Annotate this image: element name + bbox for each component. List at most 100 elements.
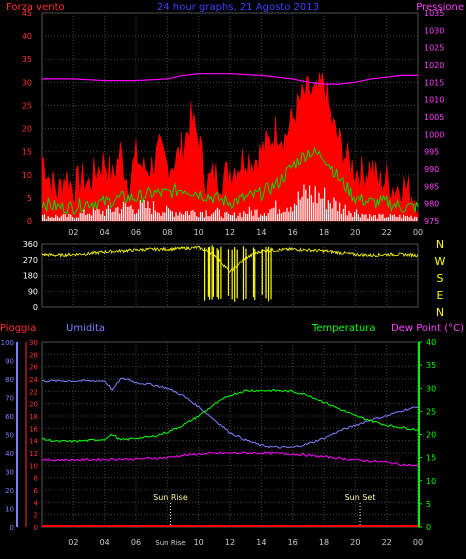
wind-bar-mark [179, 211, 181, 221]
wind-bar-mark [301, 196, 303, 221]
wind-bar-mark [339, 202, 341, 221]
wind-bar-mark [414, 216, 416, 221]
wind-bar-mark [222, 218, 224, 221]
wind-bar-mark [260, 214, 262, 221]
pressure-tick-label: 1025 [424, 44, 444, 53]
wind-bar-mark [404, 215, 407, 221]
wind-bar-mark [58, 217, 61, 221]
wind-bar-mark [230, 214, 232, 221]
wind-bar-mark [325, 209, 328, 221]
wind-bar-mark [333, 197, 335, 221]
wind-bar-mark [280, 213, 282, 221]
humidity-tick-label: 40 [5, 450, 14, 458]
wind-bar-mark [378, 213, 380, 221]
wind-bar-mark [73, 218, 76, 221]
rain-tick-label: 18 [29, 413, 38, 421]
wind-bar-mark [72, 216, 74, 221]
wind-bar-mark [310, 195, 313, 221]
wind-bar-mark [395, 216, 397, 221]
pressure-tick-label: 980 [424, 200, 439, 209]
wind-bar-mark [162, 212, 164, 221]
wind-bar-mark [246, 213, 249, 221]
wind-bar-mark [175, 212, 177, 221]
wind-bar-mark [201, 212, 203, 221]
wind-bar-mark [401, 218, 403, 221]
rain-tick-label: 24 [29, 376, 38, 384]
wind-bar-mark [147, 201, 149, 221]
wind-bar-mark [252, 215, 254, 221]
wind-x-tick-label: 10 [194, 228, 204, 237]
wind-left-tick-label: 0 [27, 217, 32, 226]
wind-bar-mark [408, 217, 410, 221]
wind-left-tick-label: 10 [22, 171, 32, 180]
wind-bar-mark [233, 212, 235, 221]
compass-label-s: S [437, 272, 444, 285]
rain-tick-label: 0 [34, 524, 38, 532]
wind-bar-mark [312, 202, 314, 221]
wind-bar-mark [47, 216, 49, 221]
direction-tick-label: 90 [28, 287, 38, 296]
wind-bar-mark [75, 217, 78, 221]
wind-bar-mark [269, 209, 271, 221]
pressure-tick-label: 975 [424, 217, 439, 226]
wind-bar-mark [62, 214, 64, 221]
wind-bar-mark [166, 205, 168, 221]
wind-bar-mark [367, 218, 369, 221]
rain-tick-label: 28 [29, 351, 38, 359]
wind-bar-mark [382, 213, 384, 221]
wind-bar-mark [216, 207, 219, 221]
climate-x-tick-label: 00 [413, 538, 423, 547]
wind-bar-mark [329, 203, 331, 221]
pressure-tick-label: 1030 [424, 26, 444, 35]
wind-bar-mark [284, 211, 286, 221]
wind-x-tick-label: 04 [100, 228, 110, 237]
wind-bar-mark [376, 218, 378, 221]
wind-bar-mark [335, 200, 337, 221]
humidity-tick-label: 100 [1, 339, 14, 347]
climate-x-tick-label: 20 [350, 538, 360, 547]
wind-left-tick-label: 40 [22, 32, 32, 41]
wind-bar-mark [70, 214, 72, 221]
wind-bar-mark [90, 215, 93, 221]
wind-bar-mark [173, 216, 175, 221]
wind-bar-mark [265, 216, 267, 221]
wind-bar-mark [55, 215, 57, 221]
wind-bar-mark [406, 215, 408, 221]
wind-bar-mark [184, 211, 187, 221]
rain-tick-label: 16 [29, 425, 38, 433]
pressure-tick-label: 1000 [424, 130, 444, 139]
rain-tick-label: 2 [34, 512, 38, 520]
wind-bar-mark [361, 213, 363, 221]
direction-series-line [41, 245, 419, 273]
temperature-tick-label: 40 [426, 338, 436, 347]
wind-bar-mark [402, 214, 405, 221]
wind-bar-mark [410, 215, 412, 221]
wind-bar-mark [107, 205, 109, 221]
wind-x-tick-label: 02 [68, 228, 78, 237]
wind-bar-mark [254, 209, 256, 221]
wind-bar-mark [354, 211, 356, 221]
climate-x-tick-label: 04 [100, 538, 110, 547]
wind-bar-mark [231, 215, 234, 221]
direction-tick-label: 360 [23, 240, 38, 249]
wind-bar-mark [139, 200, 141, 221]
wind-bar-mark [263, 213, 266, 221]
wind-bar-mark [53, 217, 55, 221]
wind-bar-mark [363, 214, 365, 221]
wind-bar-mark [267, 213, 269, 221]
wind-bar-mark [327, 200, 329, 221]
wind-bar-mark [314, 186, 316, 221]
wind-bar-mark [224, 212, 226, 221]
climate-x-tick-label: 10 [194, 538, 204, 547]
humidity-tick-label: 20 [5, 487, 14, 495]
wind-bar-mark [137, 209, 140, 221]
pressure-tick-label: 995 [424, 148, 439, 157]
wind-x-tick-label: 20 [350, 228, 360, 237]
temperature-tick-label: 0 [426, 523, 431, 532]
humidity-tick-label: 90 [5, 358, 14, 366]
wind-bar-mark [60, 215, 62, 221]
rain-axis-label: Pioggia [0, 323, 36, 334]
wind-bar-mark [308, 185, 311, 221]
wind-bar-mark [389, 214, 391, 221]
wind-bar-mark [320, 198, 322, 221]
